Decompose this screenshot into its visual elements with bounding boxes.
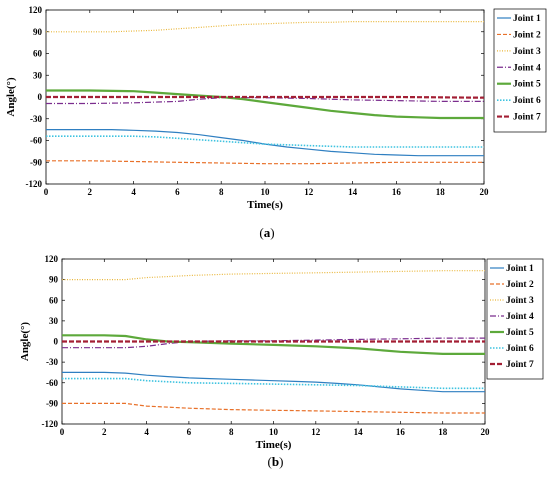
x-tick-label: 6 [175, 187, 180, 197]
x-tick-label: 8 [219, 187, 224, 197]
legend-label-joint-7: Joint 7 [513, 113, 541, 123]
x-tick-label: 10 [261, 187, 271, 197]
y-axis-label: Angle(°) [5, 77, 17, 117]
y-tick-label: 60 [33, 49, 43, 59]
x-tick-label: 8 [229, 427, 234, 437]
x-tick-label: 14 [348, 187, 358, 197]
x-tick-label: 18 [436, 187, 446, 197]
caption-prefix: ( [268, 454, 272, 469]
y-tick-label: 30 [49, 316, 59, 326]
series-line-joint-2 [46, 160, 484, 165]
series-line-joint-4 [46, 97, 484, 105]
x-tick-label: 6 [187, 427, 192, 437]
legend-box [486, 258, 544, 380]
legend-label-joint-5: Joint 5 [506, 328, 534, 338]
x-tick-label: 20 [480, 187, 490, 197]
caption-letter: a [264, 225, 271, 240]
y-tick-label: 60 [49, 295, 59, 305]
y-tick-label: 30 [33, 70, 43, 80]
y-tick-label: -30 [30, 114, 42, 124]
caption-b: (b) [268, 454, 284, 469]
y-tick-label: -60 [30, 136, 42, 146]
x-tick-label: 18 [438, 427, 448, 437]
y-tick-label: 120 [45, 254, 59, 264]
legend: Joint 1 Joint 2 Joint 3 Joint 4 Joint 5 Joint… [493, 8, 547, 133]
legend-label-joint-2: Joint 2 [506, 280, 534, 290]
x-tick-label: 16 [392, 187, 402, 197]
y-tick-label: 120 [29, 5, 43, 15]
caption-a: (a) [259, 225, 274, 240]
x-tick-label: 0 [60, 427, 65, 437]
legend-label-joint-6: Joint 6 [513, 96, 541, 106]
series-line-joint-5 [46, 89, 484, 120]
legend-label-joint-2: Joint 2 [513, 30, 541, 40]
y-tick-label: -120 [42, 419, 59, 429]
caption-suffix: ) [270, 225, 274, 240]
x-tick-label: 4 [144, 427, 149, 437]
series-line-joint-4 [62, 337, 485, 349]
series-line-joint-5 [62, 334, 485, 355]
x-tick-label: 12 [304, 187, 314, 197]
x-tick-label: 16 [396, 427, 406, 437]
caption-prefix: ( [259, 225, 263, 240]
legend-label-joint-4: Joint 4 [506, 312, 534, 322]
y-tick-label: 90 [49, 275, 59, 285]
y-tick-label: 0 [38, 92, 43, 102]
y-axis-label: Angle(°) [19, 322, 31, 362]
legend-label-joint-5: Joint 5 [513, 80, 541, 90]
x-tick-label: 4 [131, 187, 136, 197]
y-tick-label: 90 [33, 27, 43, 37]
y-tick-label: 0 [54, 337, 59, 347]
caption-letter: b [272, 454, 279, 469]
series-line-joint-1 [62, 371, 485, 393]
chart-a: 0 2 4 6 8 10 12 14 16 18 20 -120 -90 -60 -30 0 30 60 90 120… [5, 5, 547, 240]
series-line-joint-1 [46, 129, 484, 157]
series-line-joint-2 [62, 402, 485, 414]
x-tick-label: 12 [311, 427, 321, 437]
x-tick-label: 14 [354, 427, 364, 437]
legend-label-joint-1: Joint 1 [513, 14, 541, 24]
legend-label-joint-4: Joint 4 [513, 63, 541, 73]
x-tick-label: 2 [102, 427, 107, 437]
x-tick-label: 20 [481, 427, 491, 437]
legend-label-joint-3: Joint 3 [513, 47, 541, 57]
x-tick-label: 2 [88, 187, 93, 197]
series-line-joint-6 [46, 135, 484, 148]
legend: Joint 1 Joint 2 Joint 3 Joint 4 Joint 5 Joint… [486, 258, 544, 380]
x-tick-label: 0 [44, 187, 49, 197]
y-tick-label: -30 [46, 357, 58, 367]
series-line-joint-7 [46, 95, 485, 99]
y-tick-label: -60 [46, 378, 58, 388]
series-line-joint-3 [46, 21, 484, 33]
x-axis-label: Time(s) [256, 439, 292, 451]
x-tick-label: 10 [269, 427, 279, 437]
series-line-joint-6 [62, 377, 485, 390]
x-axis-label: Time(s) [247, 199, 283, 211]
legend-label-joint-3: Joint 3 [506, 296, 534, 306]
y-tick-label: -90 [46, 398, 58, 408]
caption-suffix: ) [279, 454, 283, 469]
y-tick-label: -90 [30, 157, 42, 167]
legend-box [493, 8, 547, 133]
y-tick-label: -120 [26, 179, 43, 189]
legend-label-joint-1: Joint 1 [506, 264, 534, 274]
chart-b: 0 2 4 6 8 10 12 14 16 18 20 -120 -90 -60 -30 0 30 60 90 120… [19, 254, 544, 469]
legend-label-joint-6: Joint 6 [506, 344, 534, 354]
series-line-joint-3 [62, 270, 485, 281]
legend-label-joint-7: Joint 7 [506, 360, 534, 370]
